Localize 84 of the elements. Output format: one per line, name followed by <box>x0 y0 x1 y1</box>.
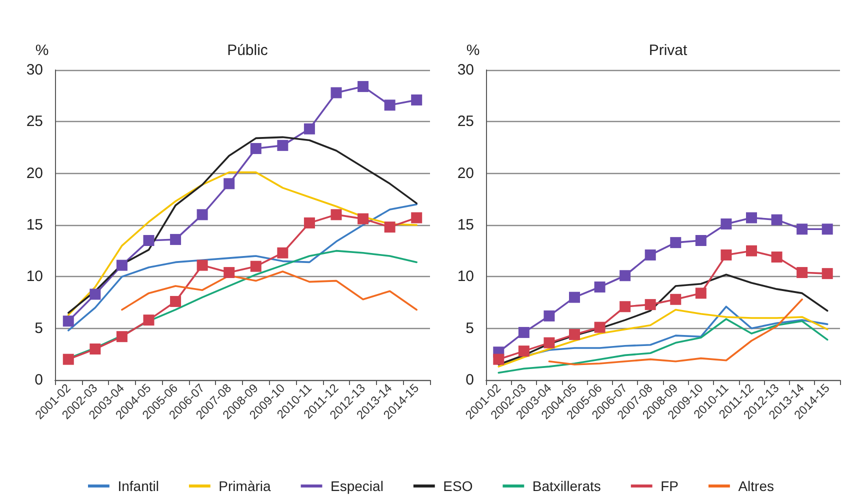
point <box>620 270 631 282</box>
point <box>796 267 808 278</box>
point <box>304 217 315 228</box>
point <box>196 209 208 220</box>
point <box>518 346 530 357</box>
point <box>62 354 74 365</box>
line-series <box>67 203 418 332</box>
y-tick-label: 25 <box>26 113 43 130</box>
point <box>224 178 235 190</box>
chart-title: Públic <box>227 42 268 59</box>
line-series <box>67 136 418 314</box>
y-tick-label: 20 <box>26 164 43 182</box>
y-tick-label: 15 <box>26 216 43 234</box>
legend-label: Batxillerats <box>532 478 601 494</box>
point <box>90 288 101 300</box>
legend-label: ESO <box>443 478 473 494</box>
legend-label: Altres <box>738 478 774 494</box>
point <box>746 245 757 256</box>
y-tick-label: 30 <box>457 62 474 78</box>
legend-label: FP <box>660 478 678 494</box>
point <box>594 282 606 292</box>
point <box>116 331 128 342</box>
point <box>670 294 682 305</box>
point <box>544 337 555 348</box>
y-tick-label: 10 <box>457 268 474 286</box>
point <box>304 123 315 134</box>
legend-label: Especial <box>330 478 384 494</box>
point <box>822 268 833 280</box>
point <box>518 326 530 338</box>
y-tick-label: 30 <box>26 62 43 78</box>
point <box>196 260 208 271</box>
legend-label: Infantil <box>118 478 159 494</box>
point <box>277 140 288 151</box>
y-tick-label: 15 <box>457 216 474 234</box>
point <box>695 288 706 299</box>
y-tick-label: 0 <box>466 372 474 388</box>
y-axis-title: % <box>35 42 49 59</box>
point <box>620 301 631 312</box>
point <box>695 235 706 246</box>
point <box>90 344 101 354</box>
point <box>358 81 369 92</box>
y-tick-label: 20 <box>457 164 474 182</box>
point <box>569 292 580 303</box>
y-tick-label: 25 <box>457 113 474 130</box>
line-series <box>548 298 803 366</box>
point <box>796 224 808 235</box>
point <box>330 209 342 220</box>
line-series <box>498 318 828 374</box>
point <box>143 235 154 246</box>
point <box>569 329 580 340</box>
point <box>358 213 369 224</box>
point <box>143 314 154 326</box>
point <box>493 354 504 365</box>
y-tick-label: 5 <box>466 320 474 337</box>
point <box>594 322 606 333</box>
point <box>250 143 262 154</box>
point <box>720 218 732 230</box>
point <box>170 234 182 245</box>
point <box>771 252 782 263</box>
y-tick-label: 10 <box>26 268 43 286</box>
point <box>116 260 128 271</box>
point <box>411 212 422 224</box>
point <box>384 100 396 111</box>
legend-label: Primària <box>218 478 272 494</box>
point <box>170 296 182 307</box>
point <box>746 212 757 224</box>
point <box>644 249 656 260</box>
point <box>250 260 262 272</box>
point <box>411 94 422 106</box>
point <box>670 237 682 248</box>
point <box>224 267 235 278</box>
y-axis-title: % <box>466 42 480 59</box>
point <box>544 310 555 322</box>
point <box>62 316 74 327</box>
point <box>330 87 342 98</box>
point <box>771 214 782 226</box>
point <box>277 247 288 258</box>
point <box>822 224 833 235</box>
chart-title: Privat <box>648 42 688 59</box>
y-tick-label: 5 <box>34 320 43 337</box>
point <box>644 299 656 310</box>
y-tick-label: 0 <box>34 372 43 388</box>
point <box>384 222 396 233</box>
point <box>720 249 732 260</box>
